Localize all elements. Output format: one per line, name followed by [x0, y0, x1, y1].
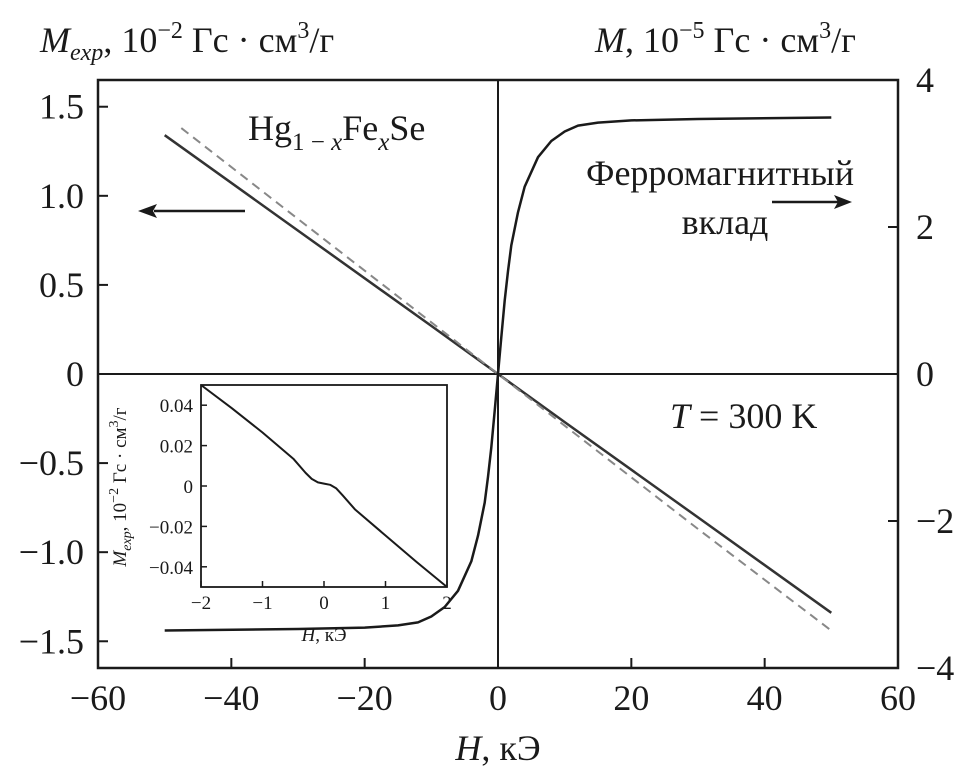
y-left-tick-label: −0.5	[19, 443, 84, 483]
x-tick-label: 0	[489, 678, 507, 718]
inset-y-axis-title: Mexp, 10−2 Гс · см3/г	[107, 407, 135, 567]
inset-y-tick-label: 0	[184, 477, 194, 498]
ferro-label-line1: Ферромагнитный	[586, 153, 854, 193]
inset-y-tick-label: −0.04	[149, 558, 193, 579]
left-arrow-icon	[138, 204, 245, 218]
inset-y-tick-label: −0.02	[149, 517, 193, 538]
x-tick-label: −20	[337, 678, 393, 718]
y-left-tick-label: −1.5	[19, 621, 84, 661]
y-right-tick-label: 4	[916, 60, 934, 100]
x-tick-label: 40	[747, 678, 783, 718]
y-right-tick-label: −2	[916, 501, 954, 541]
x-tick-label: −60	[70, 678, 126, 718]
inset-curve	[200, 384, 448, 588]
y-right-tick-label: −4	[916, 648, 954, 688]
x-tick-label: −40	[203, 678, 259, 718]
y-left-tick-label: 1.0	[39, 176, 84, 216]
dashed-linear-line	[180, 127, 832, 632]
right-axis-title: M, 10−5 Гс · см3/г	[594, 18, 856, 60]
main-series-group	[163, 116, 833, 632]
compound-label: Hg1 − xFexSe	[248, 108, 425, 156]
y-left-tick-label: 1.5	[39, 87, 84, 127]
inset-y-tick-label: 0.04	[160, 396, 194, 417]
x-tick-label: 20	[613, 678, 649, 718]
inset-x-axis-title: H, кЭ	[300, 625, 346, 646]
x-tick-label: 60	[880, 678, 916, 718]
inset-x-tick-label: 2	[442, 593, 452, 614]
y-left-tick-label: 0.5	[39, 265, 84, 305]
y-right-tick-label: 2	[916, 207, 934, 247]
temperature-label: T = 300 K	[670, 396, 817, 436]
inset-x-tick-label: 1	[381, 593, 391, 614]
inset-y-tick-label: 0.02	[160, 437, 193, 458]
main-axes-group: −60 −40 −20 0 20 40 60−1.5−1.0−0.500.51.01.5−4…	[19, 60, 955, 718]
inset-x-tick-label: −1	[252, 593, 272, 614]
ferromagnetic-curve	[164, 116, 832, 632]
y-right-tick-label: 0	[916, 354, 934, 394]
y-left-tick-label: 0	[66, 354, 84, 394]
y-left-tick-label: −1.0	[19, 532, 84, 572]
inset-chart: −2 −1 0 1 2 −0.04 −0.02 0 0.02 0.04 Mexp, 10−2 Гс…	[107, 384, 452, 646]
right-arrow-icon	[772, 195, 852, 209]
left-axis-title: Mexp, 10−2 Гс · см3/г	[39, 18, 334, 66]
inset-x-tick-label: −2	[191, 593, 211, 614]
ferro-label-line2: вклад	[682, 202, 769, 242]
inset-series-group	[200, 384, 448, 588]
x-axis-title: H, кЭ	[454, 728, 540, 768]
inset-x-tick-label: 0	[319, 593, 329, 614]
inset-axes-group: −2 −1 0 1 2 −0.04 −0.02 0 0.02 0.04	[149, 384, 452, 614]
